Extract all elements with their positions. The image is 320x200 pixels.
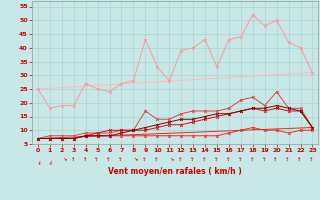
Text: ↗: ↗	[70, 156, 77, 163]
Text: ↗: ↗	[59, 156, 64, 161]
Text: ↗: ↗	[297, 156, 304, 163]
Text: ↗: ↗	[142, 156, 148, 163]
Text: ↗: ↗	[190, 156, 196, 163]
Text: ↗: ↗	[238, 156, 244, 163]
Text: ↗: ↗	[106, 156, 113, 163]
Text: ↗: ↗	[202, 156, 208, 163]
Text: ↗: ↗	[167, 156, 172, 161]
Text: ↗: ↗	[118, 156, 125, 163]
Text: ↗: ↗	[226, 156, 232, 163]
X-axis label: Vent moyen/en rafales ( km/h ): Vent moyen/en rafales ( km/h )	[108, 167, 242, 176]
Text: ↗: ↗	[35, 156, 41, 163]
Text: ↗: ↗	[131, 156, 136, 161]
Text: ↗: ↗	[285, 156, 292, 163]
Text: ↗: ↗	[94, 156, 101, 163]
Text: ↗: ↗	[154, 156, 161, 163]
Text: ↗: ↗	[178, 156, 184, 163]
Text: ↗: ↗	[214, 156, 220, 163]
Text: ↗: ↗	[309, 156, 316, 163]
Text: ↗: ↗	[273, 156, 280, 163]
Text: ↗: ↗	[250, 156, 256, 163]
Text: ↗: ↗	[47, 156, 53, 163]
Text: ↗: ↗	[83, 156, 89, 163]
Text: ↗: ↗	[261, 156, 268, 163]
